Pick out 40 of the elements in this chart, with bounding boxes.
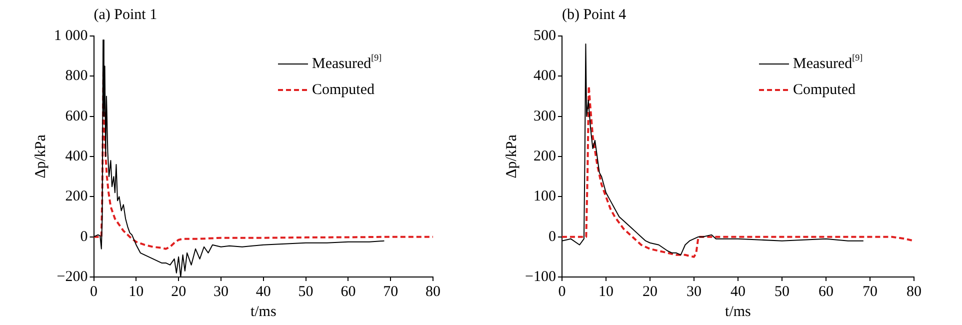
x-tick-label: 0 xyxy=(558,284,566,300)
x-tick-label: 70 xyxy=(383,284,398,300)
x-tick-label: 10 xyxy=(598,284,614,300)
y-tick-label: 400 xyxy=(65,148,88,164)
y-tick-label: 300 xyxy=(533,108,556,124)
x-tick-label: 40 xyxy=(256,284,271,300)
y-tick-label: 1 000 xyxy=(54,28,88,44)
x-tick-label: 40 xyxy=(730,284,746,300)
y-tick-label: 800 xyxy=(65,68,88,84)
x-tick-label: 60 xyxy=(340,284,356,300)
y-tick-label: 200 xyxy=(65,188,88,205)
x-tick-label: 70 xyxy=(862,284,878,300)
y-tick-label: 500 xyxy=(533,28,556,44)
y-tick-label: 0 xyxy=(80,228,88,245)
x-axis-title: t/ms xyxy=(250,304,276,320)
x-tick-label: 60 xyxy=(818,284,834,300)
y-tick-label: 600 xyxy=(65,108,88,124)
x-tick-label: 50 xyxy=(298,284,314,300)
y-tick-label: 100 xyxy=(533,188,556,205)
y-tick-label: −100 xyxy=(524,268,556,285)
y-axis-title: Δp/kPa xyxy=(504,134,520,178)
legend-label: Computed xyxy=(793,82,856,98)
x-axis-title: t/ms xyxy=(725,304,752,320)
chart-title: (b) Point 4 xyxy=(562,6,627,23)
y-tick-label: −200 xyxy=(56,268,88,285)
y-tick-label: 200 xyxy=(533,148,556,164)
y-axis-title: Δp/kPa xyxy=(32,134,49,178)
x-tick-label: 30 xyxy=(686,284,702,300)
x-tick-label: 20 xyxy=(642,284,658,300)
x-tick-label: 30 xyxy=(213,284,228,300)
x-tick-label: 20 xyxy=(171,284,186,300)
line-series xyxy=(562,85,914,258)
y-tick-label: 0 xyxy=(548,228,556,245)
y-tick-label: 400 xyxy=(533,68,556,84)
x-tick-label: 80 xyxy=(426,284,440,300)
x-tick-label: 50 xyxy=(774,284,790,300)
chart-title: (a) Point 1 xyxy=(94,6,158,23)
legend-label: Computed xyxy=(312,82,375,98)
x-tick-label: 80 xyxy=(906,284,922,300)
x-tick-label: 10 xyxy=(128,284,144,300)
